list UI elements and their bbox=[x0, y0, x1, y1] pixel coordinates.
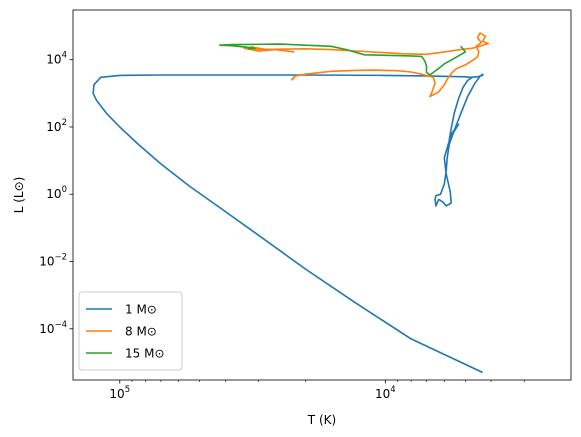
x-tick-label: 105 bbox=[109, 385, 130, 401]
series-line-3 bbox=[219, 43, 467, 76]
x-tick-label: 104 bbox=[375, 385, 396, 401]
plot-frame bbox=[72, 9, 572, 381]
legend: 1 M⊙ 8 M⊙ 15 M⊙ bbox=[78, 291, 183, 371]
y-tick-exponent: −2 bbox=[54, 253, 67, 263]
y-axis-label: L (L⊙) bbox=[12, 177, 26, 214]
series-line-1 bbox=[92, 73, 484, 374]
y-tick-exponent: 2 bbox=[62, 118, 67, 128]
series-layer bbox=[92, 32, 489, 374]
legend-box bbox=[78, 291, 183, 371]
series-line-2 bbox=[243, 32, 489, 98]
y-tick-label: 102 bbox=[46, 118, 67, 134]
y-tick-exponent: −4 bbox=[54, 320, 67, 330]
x-tick-exponent: 5 bbox=[125, 385, 130, 395]
legend-label-1: 1 M⊙ bbox=[125, 303, 157, 317]
y-tick-label: 100 bbox=[46, 185, 67, 201]
x-tick-exponent: 4 bbox=[390, 385, 395, 395]
y-tick-label: 104 bbox=[46, 51, 67, 67]
legend-label-2: 8 M⊙ bbox=[125, 325, 157, 339]
y-tick-label: 10−2 bbox=[39, 253, 67, 269]
ticks-layer: 105 104 10−4 10−2 100 102 104 bbox=[39, 51, 525, 401]
x-axis-label: T (K) bbox=[307, 413, 336, 427]
legend-label-3: 15 M⊙ bbox=[125, 347, 165, 361]
y-tick-exponent: 0 bbox=[62, 185, 67, 195]
y-tick-label: 10−4 bbox=[39, 320, 67, 336]
y-tick-exponent: 4 bbox=[62, 51, 67, 61]
